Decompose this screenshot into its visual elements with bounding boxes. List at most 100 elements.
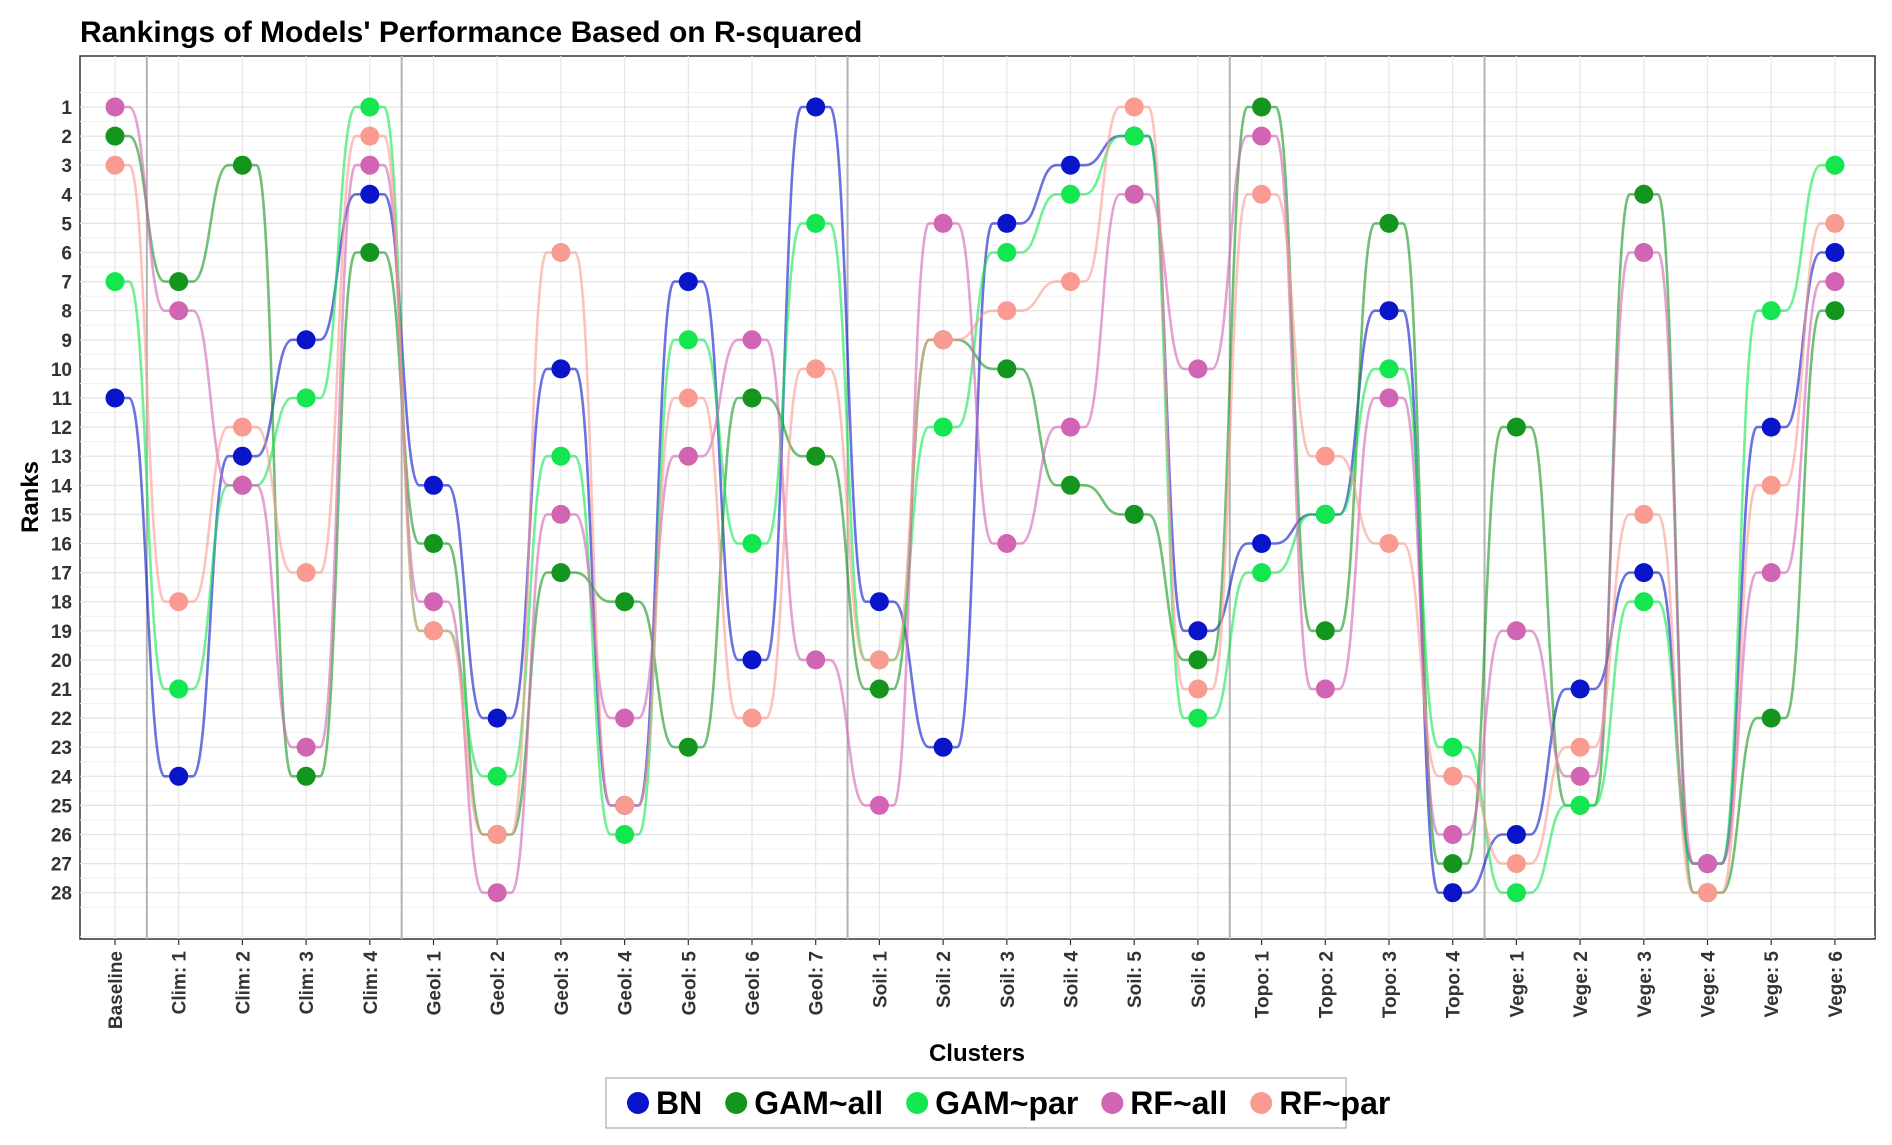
data-point-gam-par (1443, 737, 1463, 757)
data-point-bn (678, 272, 698, 292)
legend-key-gam-all (725, 1092, 748, 1114)
data-point-gam-all (1825, 301, 1845, 321)
data-point-rf-par (869, 650, 889, 670)
grid-layer (80, 56, 1875, 939)
data-point-gam-all (1124, 504, 1144, 524)
data-point-bn (487, 708, 507, 728)
data-point-rf-par (1124, 97, 1144, 117)
x-tick-label: Clim: 1 (170, 951, 191, 1015)
data-point-rf-par (1698, 883, 1717, 903)
data-point-gam-par (1315, 504, 1335, 524)
data-point-bn (1061, 155, 1080, 175)
data-point-rf-all (1570, 766, 1590, 786)
data-point-gam-all (806, 446, 826, 466)
chart-title: Rankings of Models' Performance Based on… (80, 16, 862, 49)
y-tick-label: 13 (51, 447, 72, 468)
data-point-rf-all (424, 592, 443, 612)
x-tick-label: Soil: 3 (998, 951, 1019, 1008)
y-tick-label: 24 (51, 767, 73, 788)
legend-key-gam-par (906, 1092, 929, 1114)
y-axis-title: Ranks (17, 461, 44, 533)
series-points (105, 97, 1845, 903)
data-point-gam-all (1379, 213, 1399, 233)
data-point-rf-all (1379, 388, 1399, 408)
x-tick-label: Vege: 5 (1762, 951, 1783, 1018)
data-point-gam-all (1061, 475, 1080, 495)
data-point-rf-all (615, 708, 635, 728)
x-tick-label: Vege: 6 (1826, 951, 1847, 1018)
data-point-gam-all (424, 534, 443, 553)
y-tick-label: 1 (61, 98, 72, 119)
x-axis-title: Clusters (929, 1040, 1025, 1067)
data-point-rf-par (1825, 213, 1845, 233)
x-tick-label: Geol: 6 (743, 951, 764, 1015)
data-point-bn (1761, 417, 1781, 437)
data-point-rf-par (1379, 534, 1399, 553)
x-tick-label: Vege: 4 (1699, 951, 1720, 1018)
x-tick-label: Topo: 1 (1253, 951, 1274, 1019)
data-point-bn (1443, 883, 1463, 903)
data-point-gam-all (169, 272, 189, 292)
data-point-gam-all (742, 388, 762, 408)
data-point-rf-par (1570, 737, 1590, 757)
data-point-gam-all (1443, 854, 1463, 874)
legend-label-rf-all: RF~all (1130, 1085, 1227, 1121)
y-tick-label: 16 (51, 535, 72, 556)
data-point-rf-par (1315, 446, 1335, 466)
data-point-gam-par (806, 213, 826, 233)
data-point-gam-par (1188, 708, 1208, 728)
data-point-gam-all (1188, 650, 1208, 670)
x-tick-label: Clim: 4 (361, 951, 382, 1015)
x-tick-label: Geol: 1 (425, 951, 446, 1016)
data-point-rf-par (296, 563, 316, 583)
data-point-rf-all (806, 650, 826, 670)
data-point-gam-par (1506, 883, 1526, 903)
data-point-gam-all (232, 155, 252, 175)
data-point-gam-all (678, 737, 698, 757)
data-point-rf-all (105, 97, 125, 117)
series-line-gam-all (115, 105, 1835, 894)
data-point-gam-par (105, 272, 125, 292)
y-tick-label: 5 (61, 214, 72, 235)
data-point-rf-all (997, 534, 1017, 553)
legend-label-gam-par: GAM~par (935, 1085, 1078, 1121)
series-lines (115, 105, 1835, 894)
x-tick-label: Topo: 3 (1380, 951, 1401, 1018)
x-tick-label: Geol: 3 (552, 951, 573, 1015)
data-point-rf-all (1188, 359, 1208, 379)
data-point-rf-all (1061, 417, 1080, 437)
data-point-bn (869, 592, 889, 612)
x-tick-label: Baseline (106, 951, 127, 1029)
data-point-rf-all (1761, 563, 1781, 583)
legend-key-rf-par (1250, 1092, 1273, 1114)
y-tick-label: 3 (61, 156, 72, 177)
data-point-bn (806, 97, 826, 117)
y-tick-label: 21 (51, 680, 73, 701)
data-point-gam-all (997, 359, 1017, 379)
y-tick-label: 10 (51, 360, 72, 381)
data-point-gam-all (551, 563, 571, 583)
data-point-gam-all (360, 243, 380, 262)
data-point-rf-par (615, 795, 635, 815)
data-point-gam-par (1379, 359, 1399, 379)
data-point-rf-par (1761, 475, 1781, 495)
data-point-rf-par (1188, 679, 1208, 699)
y-tick-label: 26 (51, 826, 72, 847)
y-tick-label: 22 (51, 709, 72, 730)
x-tick-label: Soil: 6 (1189, 951, 1210, 1008)
data-point-rf-all (1506, 621, 1526, 641)
x-tick-label: Soil: 4 (1062, 951, 1083, 1008)
data-point-rf-par (232, 417, 252, 437)
y-tick-label: 20 (51, 651, 72, 672)
data-point-rf-par (1634, 504, 1654, 524)
data-point-rf-par (678, 388, 698, 408)
data-point-rf-par (1061, 272, 1080, 292)
data-point-gam-par (997, 243, 1017, 262)
data-point-gam-par (678, 330, 698, 350)
data-point-bn (232, 446, 252, 466)
data-point-rf-all (1252, 126, 1272, 146)
data-point-rf-par (997, 301, 1017, 321)
data-point-bn (1379, 301, 1399, 321)
data-point-rf-par (424, 621, 443, 641)
